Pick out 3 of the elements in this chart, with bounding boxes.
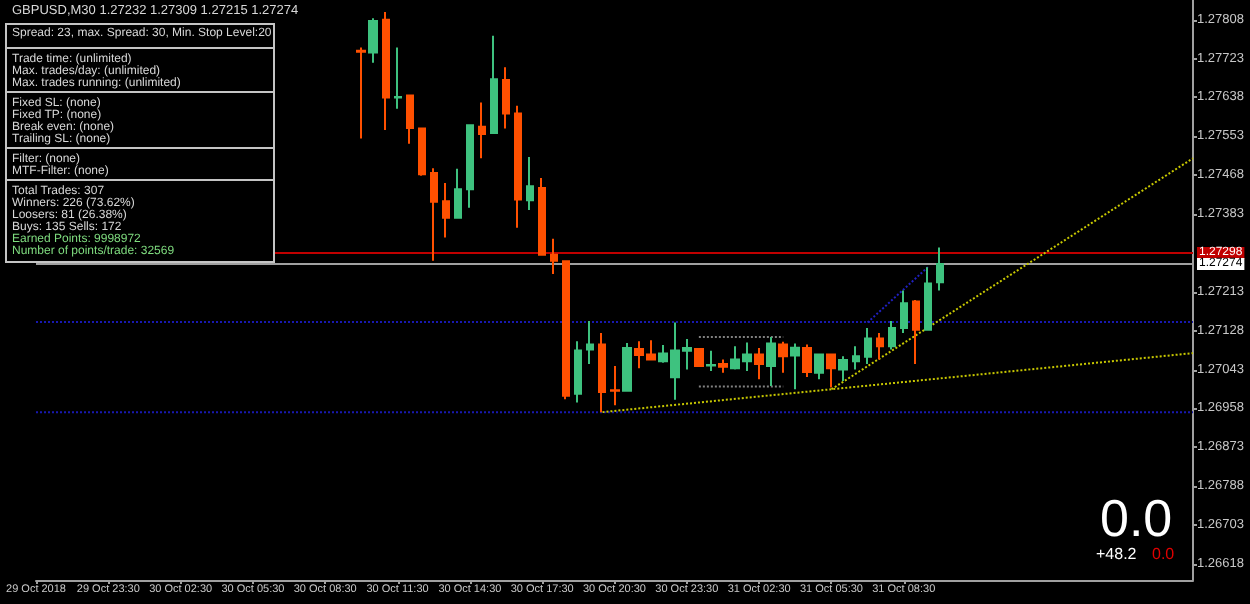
annotation: +48.2 [1096, 545, 1138, 563]
annotation: 0.0 [1152, 545, 1176, 563]
annotation: 0.0 [1100, 488, 1173, 548]
